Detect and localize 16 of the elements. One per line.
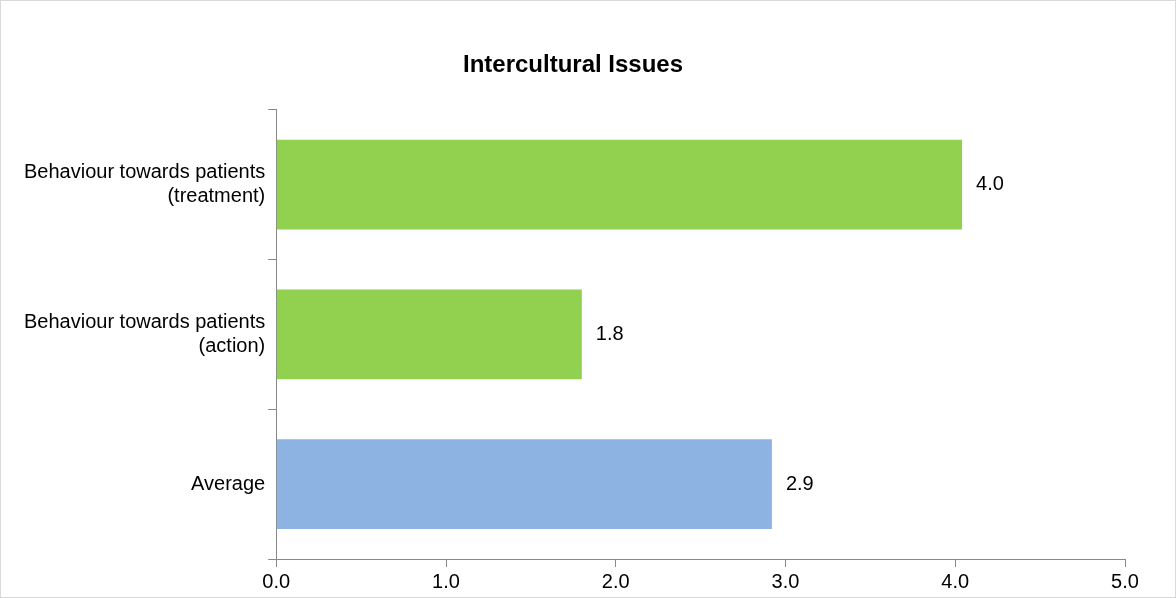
x-tick-label: 0.0 [262,569,291,592]
bar [276,439,772,530]
x-tick-label: 1.0 [432,569,460,592]
x-tick-label: 3.0 [771,569,800,592]
bar [276,289,582,380]
y-tick-label: Behaviour towards patients (action) [24,309,266,356]
y-tick-label: Average [191,471,266,494]
data-label: 4.0 [976,172,1004,195]
data-label: 1.8 [595,321,624,344]
y-tick-label: Behaviour towards patients (treatment) [24,160,266,207]
x-tick-label: 2.0 [601,569,630,592]
data-label: 2.9 [785,471,814,494]
chart-title: Intercultural Issues [462,50,684,78]
x-tick-label: 5.0 [1111,569,1139,592]
x-tick-label: 4.0 [941,569,970,592]
bar [276,139,963,230]
